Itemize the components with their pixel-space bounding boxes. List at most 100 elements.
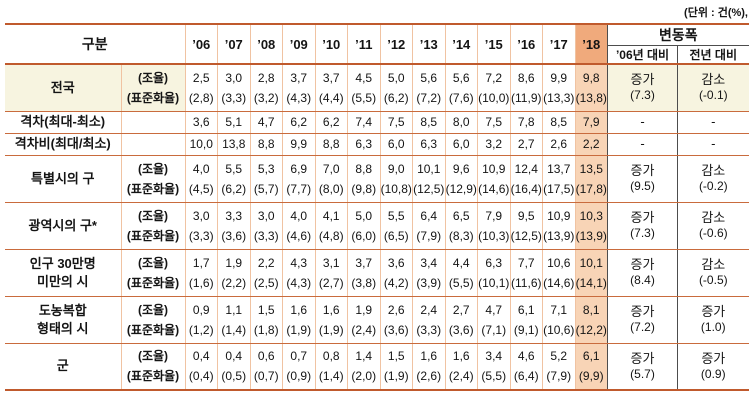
cell-line: 3,3 xyxy=(225,208,243,223)
cell-line: (3,3) xyxy=(253,228,279,243)
cell-line: (5,5) xyxy=(351,90,377,105)
cell-line: (3,6) xyxy=(448,322,474,337)
row-label-line: 격차(최대-최소) xyxy=(20,114,106,129)
cell-line: (2,6) xyxy=(416,369,442,384)
change-dash: - xyxy=(640,114,645,129)
cell-line: (4,5) xyxy=(188,181,214,196)
data-cell: 9,8 (13,8) xyxy=(575,64,608,112)
sub-label-line: (표준화율) xyxy=(126,228,180,243)
data-cell: 3,7 (4,3) xyxy=(282,64,316,112)
unit-caption: (단위 : 건(%), xyxy=(684,7,748,19)
data-cell: 1,6 (2,4) xyxy=(445,343,479,391)
cell-line: (7,6) xyxy=(448,90,474,105)
data-cell: 2,7 xyxy=(510,133,544,156)
data-cell: 10,1 (14,1) xyxy=(575,249,608,297)
change-cell: - xyxy=(607,133,678,156)
row-label-line: 특별시의 구 xyxy=(31,170,95,186)
data-cell: 6,3 xyxy=(412,133,446,156)
cell-line: (3,3) xyxy=(188,228,214,243)
year-header-09: ’09 xyxy=(282,24,316,65)
data-cell: 8,0 xyxy=(445,111,479,134)
data-cell: 6,0 xyxy=(445,133,479,156)
cell-line: 3,7 xyxy=(322,70,340,85)
cell-line: 6,3 xyxy=(355,137,373,151)
cell-line: 2,4 xyxy=(420,302,438,317)
year-header-11: ’11 xyxy=(347,24,381,65)
cell-line: (8,0) xyxy=(318,181,344,196)
data-cell: 5,6 (7,2) xyxy=(412,64,446,112)
data-cell: 8,8 xyxy=(315,133,349,156)
sub-label: (조율) (표준화율) xyxy=(121,64,186,112)
data-cell: 6,1 (9,1) xyxy=(510,296,544,344)
cell-line: 13,5 xyxy=(579,161,603,176)
row-label: 군 xyxy=(5,343,122,391)
data-cell: 8,8 xyxy=(250,133,284,156)
data-cell: 4,1 (4,8) xyxy=(315,202,349,250)
cell-line: (3,6) xyxy=(221,228,247,243)
cell-line: 3,0 xyxy=(225,70,243,85)
sub-label-line: (조율) xyxy=(137,302,169,317)
change-value: (7.3) xyxy=(630,88,655,103)
data-cell: 6,3 (10,1) xyxy=(477,249,511,297)
row-label-line: 격차비(최대/최소) xyxy=(14,136,111,151)
cell-line: (14,6) xyxy=(478,181,510,196)
cell-line: (3,2) xyxy=(253,90,279,105)
data-cell: 10,3 (13,9) xyxy=(575,202,608,250)
data-cell: 7,4 xyxy=(347,111,381,134)
cell-line: 9,0 xyxy=(387,161,405,176)
cell-line: 7,9 xyxy=(485,208,503,223)
cell-line: 2,6 xyxy=(550,137,568,151)
data-cell: 4,7 xyxy=(250,111,284,134)
cell-line: 0,8 xyxy=(322,349,340,364)
cell-line: 9,5 xyxy=(517,208,535,223)
table-row: 전국 (조율) (표준화율) 2,5 (2,8) 3,0 (3,3) 2,8 (3,2) 3,7 (… xyxy=(5,64,749,112)
data-cell: 7,8 xyxy=(510,111,544,134)
row-label: 격차비(최대/최소) xyxy=(5,133,122,156)
row-label: 특별시의 구 xyxy=(5,155,122,203)
cell-line: 7,2 xyxy=(485,70,503,85)
cell-line: (11,6) xyxy=(511,275,542,290)
cell-line: 5,6 xyxy=(420,70,438,85)
row-label: 전국 xyxy=(5,64,122,112)
cell-line: 6,9 xyxy=(290,161,308,176)
cell-line: 6,2 xyxy=(322,115,340,129)
cell-line: (1,4) xyxy=(221,322,247,337)
cell-line: (5,5) xyxy=(481,369,507,384)
cell-line: (4,6) xyxy=(286,228,312,243)
row-label-line: 도농복합 xyxy=(38,302,87,318)
data-cell: 6,2 xyxy=(282,111,316,134)
cell-line: (12,2) xyxy=(575,322,607,337)
cell-line: 8,8 xyxy=(257,137,275,151)
row-label: 인구 30만명 미만의 시 xyxy=(5,249,122,297)
data-cell: 7,1 (10,6) xyxy=(542,296,576,344)
data-cell: 7,5 xyxy=(380,111,414,134)
data-cell: 5,5 (6,2) xyxy=(217,155,251,203)
cell-line: 7,5 xyxy=(387,115,405,129)
cell-line: 9,9 xyxy=(290,137,308,151)
sub-label: (조율) (표준화율) xyxy=(121,343,186,391)
cell-line: (4,3) xyxy=(286,275,312,290)
cell-line: 3,4 xyxy=(420,255,438,270)
change-cell: 증가 (0.9) xyxy=(677,343,749,391)
data-cell: 0,7 (0,9) xyxy=(282,343,316,391)
cell-line: 9,8 xyxy=(582,70,600,85)
row-label: 광역시의 구* xyxy=(5,202,122,250)
change-dash: - xyxy=(640,136,645,151)
cell-line: 8,5 xyxy=(550,115,568,129)
cell-line: (5,5) xyxy=(448,275,474,290)
cell-line: 3,1 xyxy=(322,255,340,270)
cell-line: (2,0) xyxy=(351,369,377,384)
cell-line: (13,3) xyxy=(543,90,575,105)
cell-line: (6,5) xyxy=(383,228,409,243)
cell-line: (10,6) xyxy=(543,322,575,337)
cell-line: 5,3 xyxy=(257,161,275,176)
data-cell: 10,9 (13,9) xyxy=(542,202,576,250)
stats-table: 구분 ’06’07’08’09’10’11’12’13’14’15’16’17’1… xyxy=(5,23,749,391)
year-header-15: ’15 xyxy=(477,24,511,65)
sub-label-line: (조율) xyxy=(137,255,169,270)
cell-line: 0,9 xyxy=(192,302,210,317)
year-header-17: ’17 xyxy=(542,24,576,65)
data-cell: 4,7 (7,1) xyxy=(477,296,511,344)
data-cell: 7,7 (11,6) xyxy=(510,249,544,297)
data-cell: 4,5 (5,5) xyxy=(347,64,381,112)
